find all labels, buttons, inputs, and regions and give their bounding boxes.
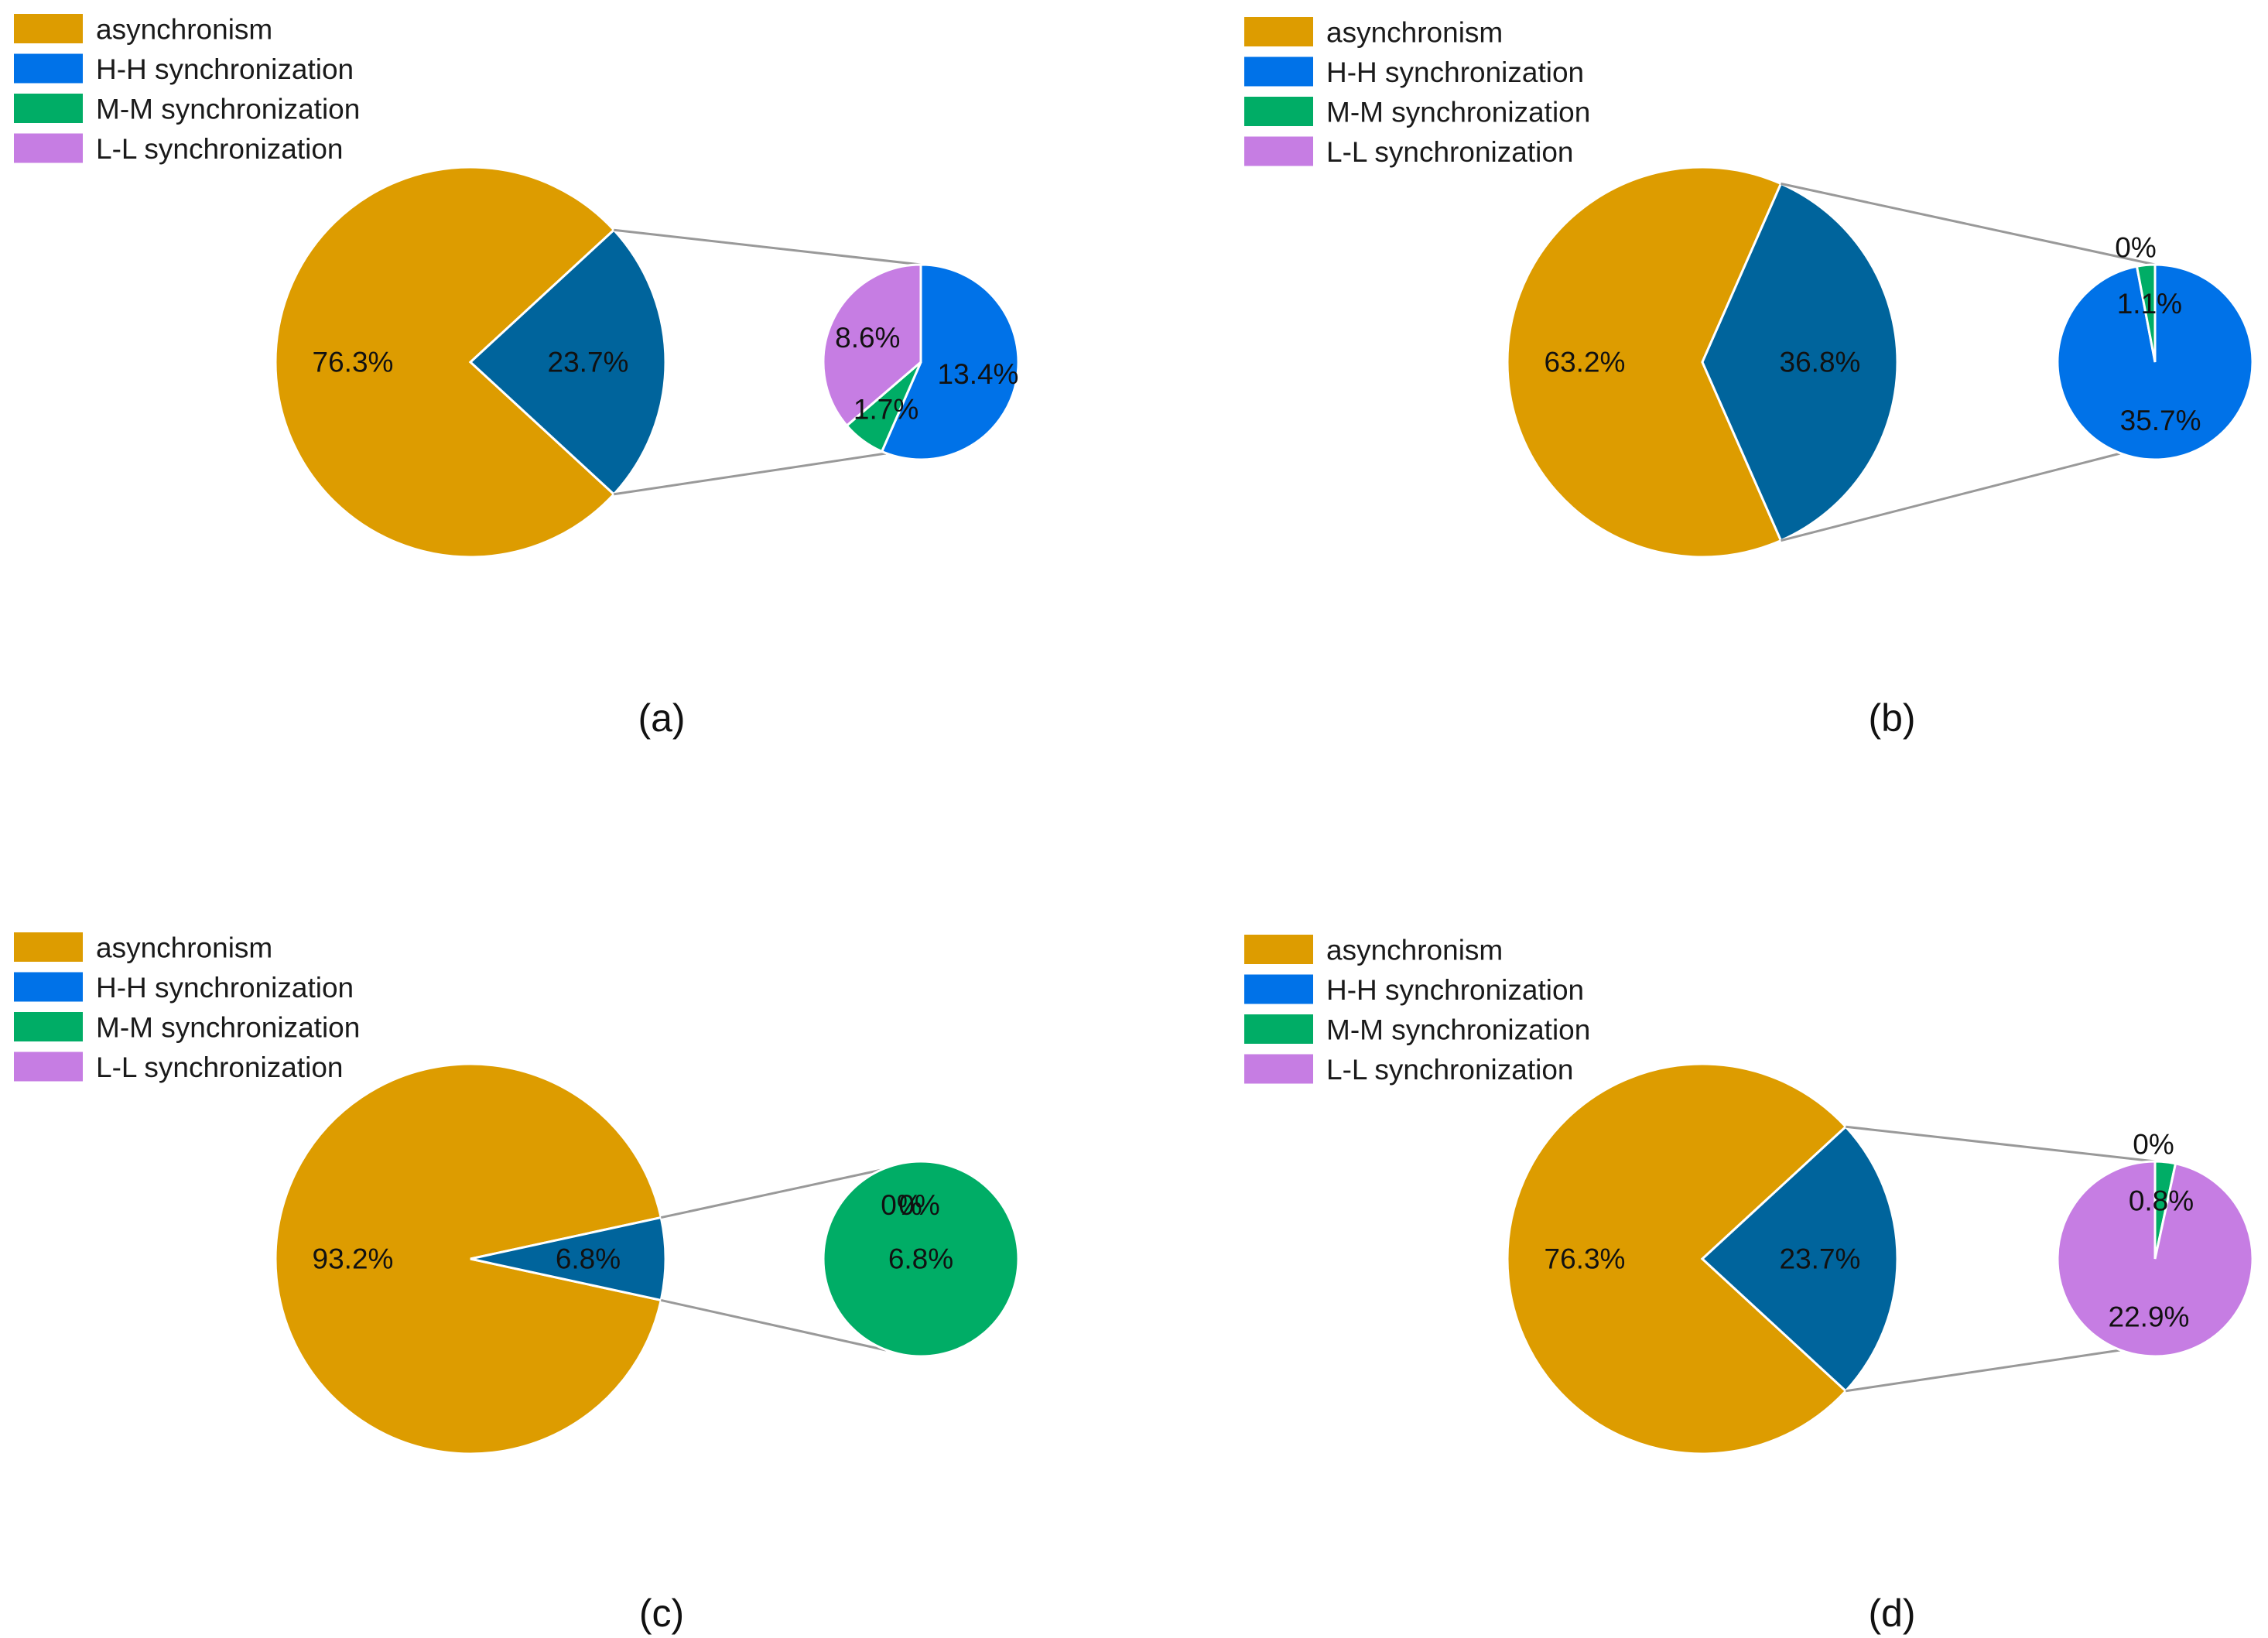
legend-label: M-M synchronization xyxy=(1326,1014,1590,1046)
connector-line-bottom xyxy=(614,452,887,496)
pie-slice-asynchronism xyxy=(274,166,616,559)
pie-label-synchronization: 6.8% xyxy=(556,1243,621,1275)
pie-label-synchronization: 23.7% xyxy=(1780,1243,1861,1275)
legend-label: H-H synchronization xyxy=(96,53,354,85)
connector-line-top xyxy=(614,228,922,266)
legend-swatch xyxy=(14,972,83,1002)
connector-line-top xyxy=(1781,182,2156,266)
pie-slice-asynchronism xyxy=(1506,1062,1848,1455)
legend-label: asynchronism xyxy=(1326,935,1503,966)
breakdown-label-h-h: 0% xyxy=(2133,1129,2174,1161)
panel-caption: (d) xyxy=(1868,1592,1915,1635)
legend-label: asynchronism xyxy=(1326,17,1503,49)
breakdown-label-l-l: 0% xyxy=(881,1189,922,1221)
pie-label-asynchronism: 63.2% xyxy=(1544,347,1626,378)
pie-slice-synchronization xyxy=(1701,182,1899,542)
breakdown-label-l-l: 0% xyxy=(2115,232,2156,264)
legend: asynchronism H-H synchronization M-M synch… xyxy=(1244,935,1590,1086)
connector-line-top xyxy=(1846,1125,2156,1163)
panel-caption: (a) xyxy=(638,696,685,740)
legend-swatch xyxy=(14,932,83,962)
legend-swatch xyxy=(14,133,83,163)
legend-swatch xyxy=(14,1012,83,1041)
breakdown-slice-l-l xyxy=(2056,1160,2254,1358)
legend-swatch xyxy=(14,1052,83,1082)
chart-panel-3: asynchronism H-H synchronization M-M synch… xyxy=(14,932,1020,1635)
panel-caption: (c) xyxy=(639,1592,684,1635)
breakdown-label-h-h: 0% xyxy=(898,1189,939,1221)
legend-label: H-H synchronization xyxy=(1326,974,1584,1006)
pie-label-asynchronism: 76.3% xyxy=(1544,1243,1626,1275)
breakdown-label-l-l: 8.6% xyxy=(835,322,900,354)
panel-caption: (b) xyxy=(1868,696,1915,740)
legend-swatch xyxy=(1244,935,1313,964)
breakdown-label-m-m: 6.8% xyxy=(888,1243,953,1275)
legend-swatch xyxy=(1244,136,1313,166)
pie-label-asynchronism: 93.2% xyxy=(313,1243,394,1275)
legend: asynchronism H-H synchronization M-M synch… xyxy=(14,14,360,165)
connector-line-bottom xyxy=(1846,1349,2121,1393)
legend-swatch xyxy=(1244,17,1313,46)
legend-swatch xyxy=(14,94,83,123)
pie-label-asynchronism: 76.3% xyxy=(313,347,394,378)
legend-label: asynchronism xyxy=(96,932,272,964)
legend-label: L-L synchronization xyxy=(1326,136,1573,168)
legend-label: M-M synchronization xyxy=(96,94,360,125)
breakdown-slice-m-m xyxy=(822,1160,1020,1358)
legend-swatch xyxy=(14,53,83,84)
pie-slice-synchronization xyxy=(468,228,667,496)
legend-swatch xyxy=(1244,56,1313,87)
pie-label-synchronization: 23.7% xyxy=(548,347,629,378)
breakdown-slice-l-l xyxy=(822,263,922,428)
legend-label: asynchronism xyxy=(96,14,272,46)
legend-swatch xyxy=(1244,1014,1313,1044)
pie-label-synchronization: 36.8% xyxy=(1780,347,1861,378)
connector-line-bottom xyxy=(1781,452,2121,542)
pie-slice-synchronization xyxy=(470,1216,667,1302)
chart-panel-1: asynchronism H-H synchronization M-M synch… xyxy=(14,14,1020,740)
chart-panel-4: asynchronism H-H synchronization M-M synch… xyxy=(1244,935,2254,1635)
legend-label: L-L synchronization xyxy=(1326,1054,1573,1086)
legend-swatch xyxy=(1244,97,1313,126)
legend-label: H-H synchronization xyxy=(96,972,354,1004)
connector-line-bottom xyxy=(660,1298,887,1352)
legend-label: L-L synchronization xyxy=(96,133,343,165)
legend-label: M-M synchronization xyxy=(96,1012,360,1044)
pie-slice-asynchronism xyxy=(1506,166,1783,559)
chart-panel-2: asynchronism H-H synchronization M-M synch… xyxy=(1244,17,2254,740)
legend-swatch xyxy=(1244,974,1313,1004)
legend: asynchronism H-H synchronization M-M synch… xyxy=(1244,17,1590,168)
breakdown-label-h-h: 13.4% xyxy=(938,358,1019,390)
pie-slice-asynchronism xyxy=(274,1062,663,1455)
breakdown-label-h-h: 35.7% xyxy=(2120,405,2201,436)
breakdown-label-l-l: 22.9% xyxy=(2109,1301,2190,1333)
breakdown-label-m-m: 1.7% xyxy=(853,393,918,425)
legend-label: H-H synchronization xyxy=(1326,56,1584,88)
pie-slice-synchronization xyxy=(1700,1125,1899,1393)
breakdown-slice-h-h xyxy=(880,263,1020,461)
legend-swatch xyxy=(1244,1054,1313,1084)
legend: asynchronism H-H synchronization M-M synch… xyxy=(14,932,360,1083)
breakdown-slice-m-m xyxy=(2135,263,2157,363)
legend-swatch xyxy=(14,14,83,43)
legend-label: M-M synchronization xyxy=(1326,97,1590,128)
legend-label: L-L synchronization xyxy=(96,1052,343,1083)
breakdown-label-m-m: 1.1% xyxy=(2117,288,2182,320)
breakdown-label-m-m: 0.8% xyxy=(2129,1185,2194,1216)
